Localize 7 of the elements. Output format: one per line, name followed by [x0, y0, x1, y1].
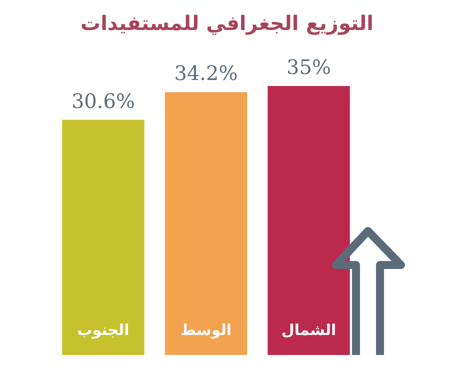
- x-tick-label: الجنوب: [77, 321, 130, 339]
- x-tick-label: الوسط: [180, 321, 232, 339]
- x-tick-label: الشمال: [281, 321, 336, 339]
- data-label: 35%: [286, 55, 331, 79]
- data-label: 34.2%: [174, 61, 238, 86]
- data-label: 30.6%: [71, 88, 136, 113]
- chart-title: التوزيع الجغرافي للمستفيدات: [80, 11, 374, 35]
